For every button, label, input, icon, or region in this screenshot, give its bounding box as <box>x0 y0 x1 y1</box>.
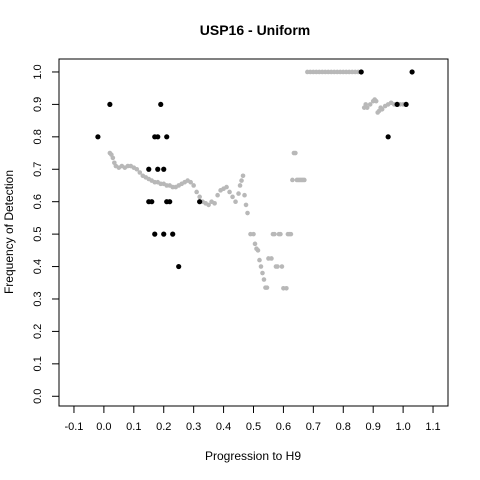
x-tick-label: 0.1 <box>126 421 141 433</box>
x-tick-label: 1.0 <box>395 421 410 433</box>
y-tick-label: 0.9 <box>32 97 44 112</box>
y-tick-label: 0.6 <box>32 194 44 209</box>
observed-point <box>164 134 170 140</box>
smoothed-point <box>191 183 196 188</box>
observed-point <box>170 231 176 237</box>
smoothed-point <box>206 202 211 208</box>
smoothed-point <box>272 231 277 237</box>
smoothed-point <box>212 201 217 206</box>
smoothed-point <box>367 102 373 107</box>
observed-point <box>358 69 364 75</box>
y-tick-label: 0.7 <box>32 162 44 177</box>
smoothed-point <box>302 177 307 183</box>
observed-point <box>155 134 161 140</box>
smoothed-point <box>279 264 285 269</box>
y-tick-label: 0.5 <box>32 226 44 241</box>
smoothed-point <box>239 178 244 183</box>
smoothed-point <box>224 184 229 190</box>
smoothed-point <box>242 192 247 198</box>
smoothed-point <box>364 105 370 110</box>
x-tick-label: 0.3 <box>186 421 201 433</box>
smoothed-point <box>373 98 379 104</box>
smoothed-point <box>137 170 143 175</box>
y-tick-label: 0.8 <box>32 129 44 144</box>
x-tick-label: 0.2 <box>156 421 171 433</box>
observed-point <box>146 166 152 172</box>
x-axis-label: Progression to H9 <box>205 449 301 463</box>
smoothed-point <box>264 285 270 290</box>
y-tick-label: 1.0 <box>32 64 44 79</box>
smoothed-point <box>197 194 202 200</box>
x-tick-label: 0.7 <box>306 421 321 433</box>
smoothed-point <box>134 166 140 172</box>
y-tick-label: 0.0 <box>32 389 44 404</box>
y-tick-label: 0.3 <box>32 291 44 306</box>
observed-point <box>155 166 161 172</box>
smoothed-point <box>252 241 258 247</box>
observed-point <box>167 199 173 205</box>
chart-title: USP16 - Uniform <box>200 22 310 38</box>
observed-point <box>149 199 155 205</box>
x-tick-label: 0.0 <box>96 421 111 433</box>
smoothed-point <box>293 150 298 156</box>
smoothed-point <box>236 191 241 196</box>
smoothed-point <box>237 183 243 188</box>
smoothed-point <box>379 106 385 112</box>
observed-point <box>403 101 409 108</box>
x-tick-label: 1.1 <box>425 421 440 433</box>
smoothed-point <box>233 199 238 204</box>
y-axis-label: Frequency of Detection <box>2 170 16 294</box>
x-tick-label: 0.8 <box>336 421 351 433</box>
smoothed-point <box>227 189 232 195</box>
smoothed-point <box>257 257 262 263</box>
smoothed-point <box>215 192 220 198</box>
smoothed-point <box>251 231 256 237</box>
smoothed-point <box>284 285 289 291</box>
observed-point <box>158 101 164 108</box>
smoothed-point <box>188 179 193 185</box>
observed-point <box>152 231 158 237</box>
observed-point <box>161 166 167 172</box>
y-tick-label: 0.2 <box>32 324 44 339</box>
smoothed-point <box>275 264 280 269</box>
y-axis: 0.0 0.1 0.2 0.3 0.4 0.5 0.6 0.7 0.8 0.9 1.0 <box>32 64 59 404</box>
smoothed-point <box>258 264 264 269</box>
x-tick-label: -0.1 <box>64 421 83 433</box>
smoothed-point <box>261 277 267 282</box>
x-axis: -0.1 0.0 0.1 0.2 0.3 0.4 0.5 0.6 0.7 0.8 0.9 1.0 1.1 <box>64 406 441 433</box>
smoothed-point <box>243 202 249 208</box>
x-tick-label: 0.6 <box>276 421 291 433</box>
x-tick-label: 0.9 <box>366 421 381 433</box>
observed-point <box>394 101 400 108</box>
smoothed-point <box>240 173 246 179</box>
observed-point <box>409 69 415 75</box>
smoothed-point <box>269 256 274 261</box>
smoothed-point <box>290 177 295 183</box>
observed-point <box>197 199 203 205</box>
observed-point <box>107 101 113 108</box>
smoothed-point <box>255 248 261 253</box>
smoothed-point <box>278 231 283 237</box>
points-layer <box>95 69 415 291</box>
smoothed-point <box>245 210 250 216</box>
observed-point <box>385 134 391 140</box>
smoothed-point <box>260 270 265 276</box>
smoothed-point <box>288 231 294 237</box>
smoothed-point <box>110 155 116 161</box>
x-tick-label: 0.4 <box>216 421 231 433</box>
x-tick-label: 0.5 <box>246 421 261 433</box>
smoothed-point <box>194 189 199 195</box>
smoothed-point <box>230 194 235 200</box>
y-tick-label: 0.1 <box>32 356 44 371</box>
observed-point <box>161 231 167 237</box>
y-tick-label: 0.4 <box>32 259 44 274</box>
observed-point <box>95 134 101 140</box>
observed-point <box>176 263 182 270</box>
